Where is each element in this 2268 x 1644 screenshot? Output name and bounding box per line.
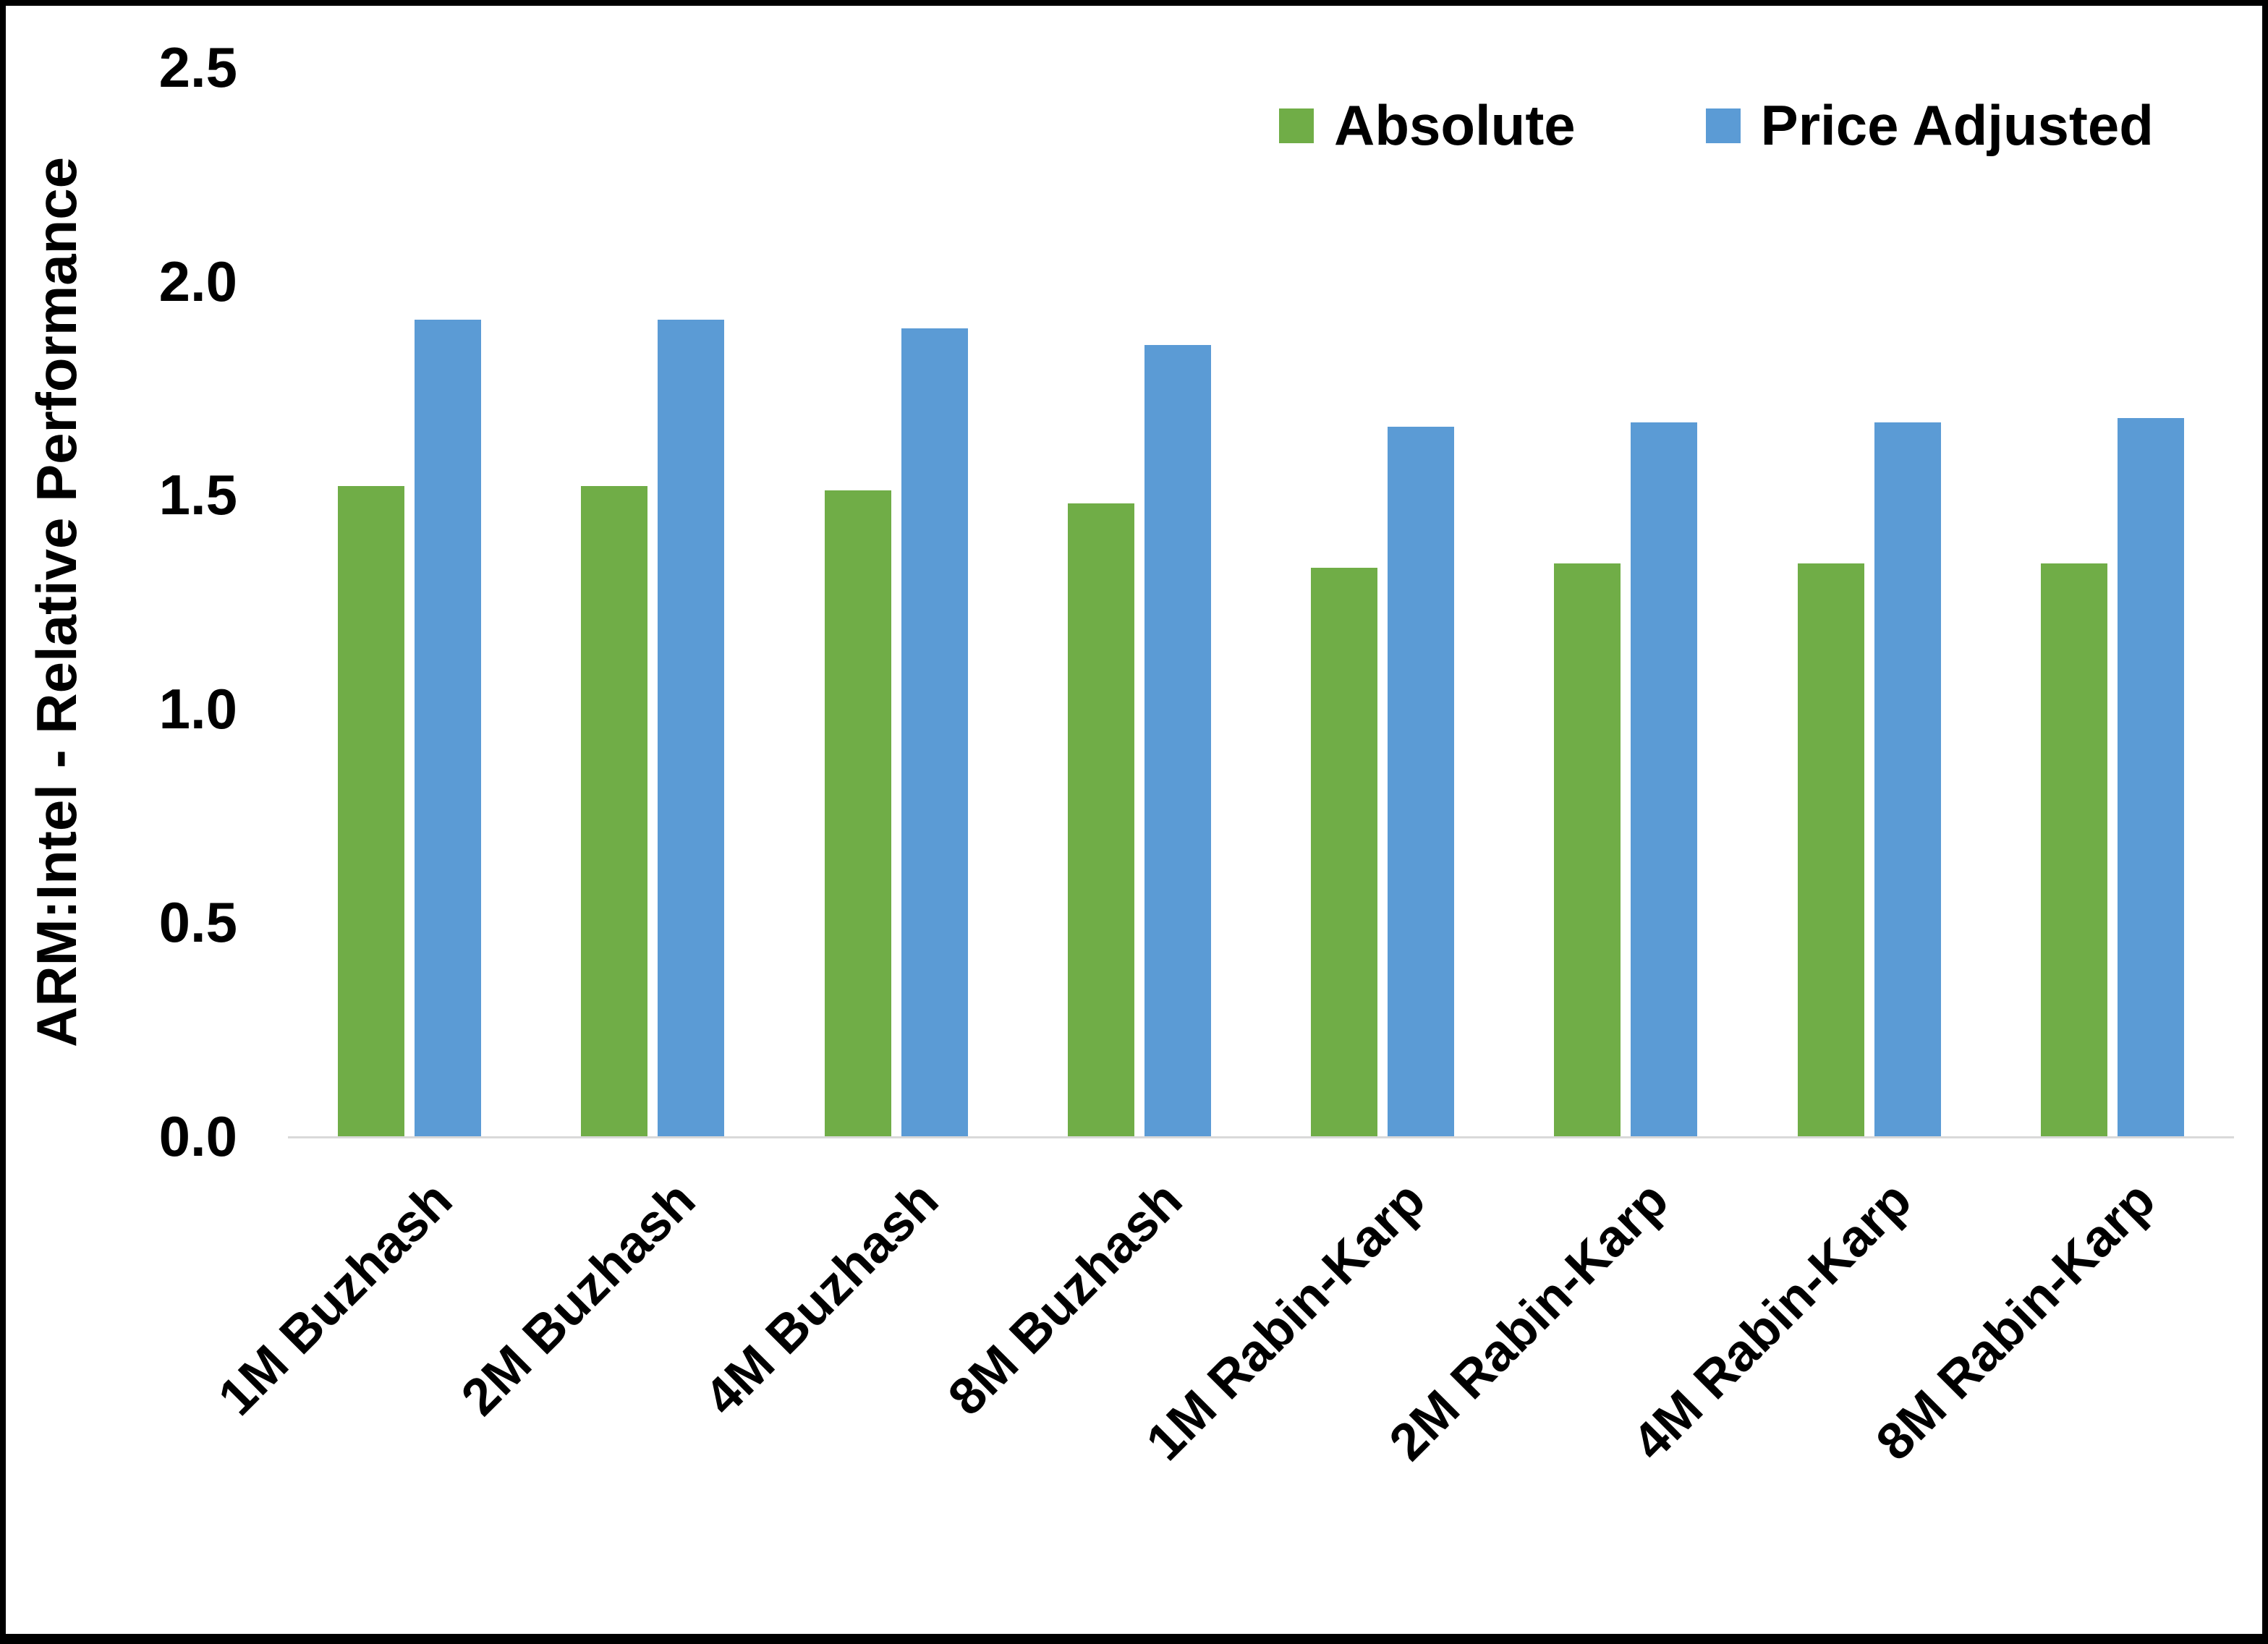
legend: Absolute Price Adjusted (1279, 93, 2154, 158)
x-axis-labels: 1M Buzhash 2M Buzhash 4M Buzhash 8M Buzhash… (208, 1152, 2234, 1557)
plot-area (288, 67, 2234, 1138)
bar-group (1991, 67, 2234, 1136)
bar-group (775, 67, 1018, 1136)
y-tick-label: 1.5 (158, 463, 237, 527)
legend-swatch (1279, 108, 1314, 143)
bar-absolute (1797, 563, 1864, 1136)
bar-absolute (338, 486, 405, 1136)
bar-absolute (1067, 503, 1134, 1136)
x-tick-label: 1M Buzhash (207, 1170, 464, 1427)
y-tick-label: 2.0 (158, 249, 237, 313)
y-axis-ticks: 0.0 0.5 1.0 1.5 2.0 2.5 (100, 39, 266, 1164)
bar-price-adjusted (1874, 422, 1941, 1136)
bar-price-adjusted (1388, 426, 1455, 1136)
bar-group (1261, 67, 1504, 1136)
legend-label: Price Adjusted (1760, 93, 2154, 157)
bar-price-adjusted (658, 319, 725, 1136)
y-tick-label: 1.0 (158, 676, 237, 741)
bar-group (1504, 67, 1747, 1136)
bar-absolute (1554, 563, 1621, 1136)
bar-absolute (1311, 567, 1378, 1136)
bar-absolute (824, 490, 891, 1136)
y-axis-title: ARM:Intel - Relative Performance (13, 67, 100, 1136)
legend-swatch (1705, 108, 1741, 143)
bar-absolute (2040, 563, 2107, 1136)
legend-item-price-adjusted: Price Adjusted (1705, 93, 2154, 158)
bar-absolute (581, 486, 648, 1136)
bar-price-adjusted (1144, 345, 1211, 1136)
bar-price-adjusted (901, 328, 968, 1136)
y-tick-label: 2.5 (158, 35, 237, 99)
legend-label: Absolute (1334, 93, 1576, 157)
x-label-cell: 8M Rabin-Karp (1865, 1152, 2234, 1557)
legend-item-absolute: Absolute (1279, 93, 1576, 158)
bar-group (531, 67, 774, 1136)
bar-group (288, 67, 531, 1136)
bar-price-adjusted (1631, 422, 1698, 1136)
y-tick-label: 0.5 (158, 890, 237, 955)
bar-price-adjusted (415, 319, 482, 1136)
bar-group (1748, 67, 1991, 1136)
bar-group (1018, 67, 1261, 1136)
y-tick-label: 0.0 (158, 1104, 237, 1168)
y-axis-title-text: ARM:Intel - Relative Performance (24, 156, 88, 1047)
bar-price-adjusted (2117, 417, 2184, 1136)
